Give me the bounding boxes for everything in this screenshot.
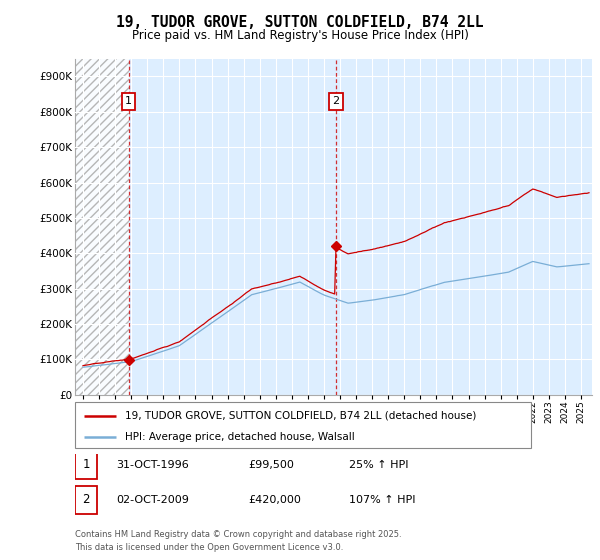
- Text: Contains HM Land Registry data © Crown copyright and database right 2025.
This d: Contains HM Land Registry data © Crown c…: [75, 530, 401, 552]
- Text: 19, TUDOR GROVE, SUTTON COLDFIELD, B74 2LL (detached house): 19, TUDOR GROVE, SUTTON COLDFIELD, B74 2…: [125, 411, 476, 421]
- Text: 19, TUDOR GROVE, SUTTON COLDFIELD, B74 2LL: 19, TUDOR GROVE, SUTTON COLDFIELD, B74 2…: [116, 15, 484, 30]
- Text: 31-OCT-1996: 31-OCT-1996: [116, 460, 189, 470]
- FancyBboxPatch shape: [75, 486, 97, 514]
- Text: 25% ↑ HPI: 25% ↑ HPI: [349, 460, 408, 470]
- Text: £420,000: £420,000: [248, 495, 301, 505]
- Bar: [75, 59, 128, 395]
- Text: 1: 1: [125, 96, 132, 106]
- Text: 2: 2: [82, 493, 89, 506]
- Text: £99,500: £99,500: [248, 460, 294, 470]
- FancyBboxPatch shape: [75, 451, 97, 479]
- FancyBboxPatch shape: [75, 402, 531, 448]
- Text: Price paid vs. HM Land Registry's House Price Index (HPI): Price paid vs. HM Land Registry's House …: [131, 29, 469, 43]
- Text: 107% ↑ HPI: 107% ↑ HPI: [349, 495, 415, 505]
- Text: 02-OCT-2009: 02-OCT-2009: [116, 495, 189, 505]
- Text: HPI: Average price, detached house, Walsall: HPI: Average price, detached house, Wals…: [125, 432, 355, 441]
- Text: 2: 2: [332, 96, 340, 106]
- Text: 1: 1: [82, 458, 89, 471]
